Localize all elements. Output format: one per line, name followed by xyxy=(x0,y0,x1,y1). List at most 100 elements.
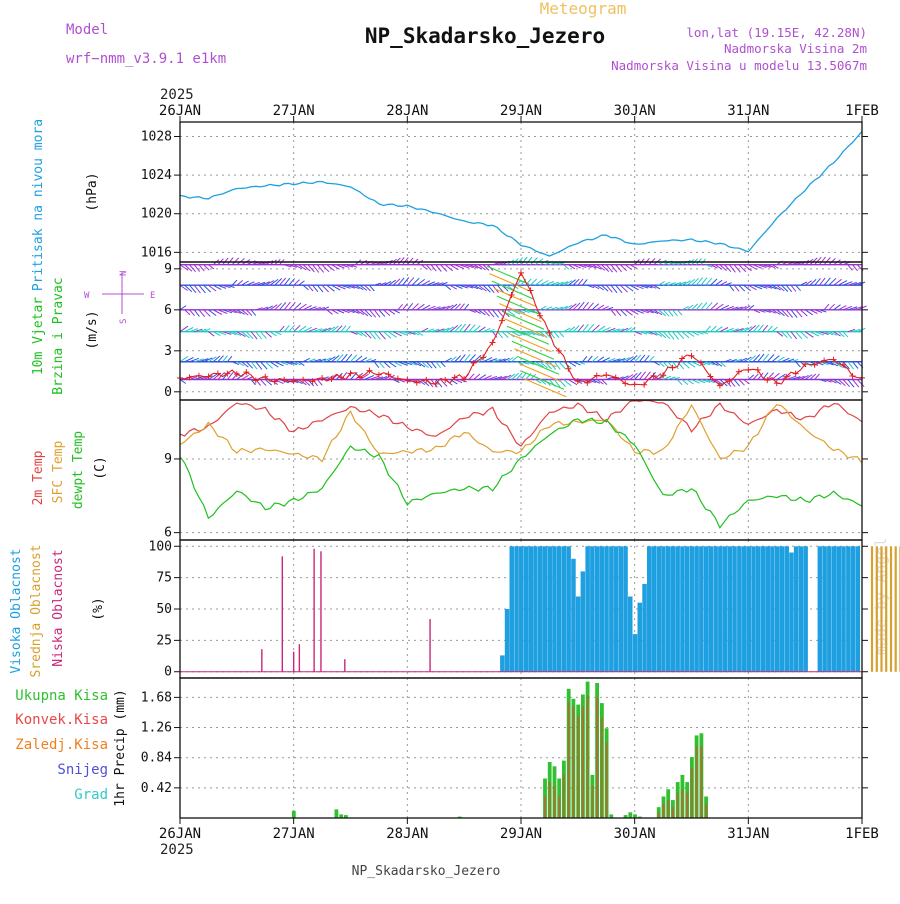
wind-vector xyxy=(411,331,420,336)
wind-vector xyxy=(250,379,256,386)
wind-vector xyxy=(312,284,319,293)
wind-vector xyxy=(804,374,813,380)
wind-vector xyxy=(231,279,238,286)
wind-vector xyxy=(336,309,345,314)
wind-vector xyxy=(776,356,785,363)
wind-speed-marker xyxy=(461,376,468,383)
precip-conv-bar xyxy=(577,716,580,818)
wind-vector xyxy=(416,361,426,368)
wind-vector xyxy=(312,328,323,333)
wind-vector xyxy=(610,358,621,363)
wind-vector xyxy=(634,371,642,380)
wind-vector xyxy=(179,305,187,311)
wind-vector xyxy=(203,357,213,363)
wind-vector xyxy=(473,354,482,363)
grid-layer xyxy=(180,122,862,818)
wind-vector xyxy=(383,281,392,286)
wind-vector xyxy=(302,305,312,311)
compass-north: N xyxy=(119,271,129,276)
wind-unit-label: (m/s) xyxy=(85,310,100,349)
wind-vector xyxy=(203,328,211,333)
wind-vector xyxy=(530,331,540,337)
wind-vector xyxy=(478,264,486,271)
x-tick-label-bottom: 28JAN xyxy=(386,826,428,842)
storm-wind-vector xyxy=(506,325,550,345)
wind-vector xyxy=(444,357,453,363)
wind-vector xyxy=(392,278,401,286)
compass-east: E xyxy=(150,291,155,301)
wind-vector xyxy=(842,281,853,286)
wind-vector xyxy=(724,379,732,387)
wind-vector xyxy=(634,284,644,290)
wind-vector xyxy=(227,309,237,314)
wind-vector xyxy=(710,264,718,269)
wind-vector xyxy=(653,309,663,316)
precip-conv-bar xyxy=(558,796,561,818)
wind-vector xyxy=(587,379,597,384)
wind-vector xyxy=(724,264,732,273)
y-tick-label: 9 xyxy=(164,452,172,467)
wind-vector xyxy=(373,331,381,340)
wind-vector xyxy=(208,331,215,337)
wind-vector xyxy=(795,361,801,368)
x-tick-label-top: 26JAN xyxy=(159,103,201,119)
wind-vector xyxy=(497,375,507,380)
wind-vector xyxy=(800,374,809,380)
storm-wind-vector xyxy=(516,355,560,375)
wind-vector xyxy=(402,303,408,311)
wind-vector xyxy=(392,361,402,367)
wind-vector xyxy=(814,278,821,286)
wind-vector xyxy=(298,280,305,286)
wind-vector xyxy=(710,361,719,366)
wind-vector xyxy=(241,280,249,286)
cloud-high-bar xyxy=(694,546,699,672)
wind-vector xyxy=(331,325,339,333)
x-tick-label-bottom: 26JAN xyxy=(159,826,201,842)
wind-vector xyxy=(397,331,407,336)
cloud-high-bar xyxy=(575,596,581,672)
cloud-high-bar xyxy=(637,602,642,672)
wind-vector xyxy=(212,331,221,336)
wind-vector xyxy=(554,281,564,286)
y-tick-label: 0 xyxy=(164,665,172,680)
panel-frame xyxy=(179,677,863,819)
wind-vector xyxy=(454,324,463,333)
precip-legend-hail: Grad xyxy=(74,787,108,803)
wind-vector xyxy=(795,284,801,292)
wind-vector xyxy=(217,284,227,289)
wind-vector xyxy=(705,379,716,384)
wind-vector xyxy=(388,361,397,368)
wind-vector xyxy=(672,282,682,286)
wind-speed-marker xyxy=(508,291,515,298)
wind-speed-marker xyxy=(716,382,723,389)
cloud-high-bar xyxy=(599,546,605,672)
wind-vector xyxy=(738,379,745,386)
wind-vector xyxy=(496,284,504,293)
wind-vector xyxy=(596,264,606,271)
wind-vector xyxy=(222,355,228,363)
cloud-high-bar xyxy=(718,546,723,672)
cloud-high-bar xyxy=(846,546,851,672)
wind-vector xyxy=(482,309,490,317)
precip-conv-bar xyxy=(690,767,693,818)
wind-vector xyxy=(809,309,818,314)
cloud-high-bar xyxy=(822,546,827,672)
wind-vector xyxy=(425,361,433,369)
x-tick-label-bottom: 1FEB xyxy=(845,826,879,842)
wind-vector xyxy=(501,374,512,380)
wind-vector xyxy=(757,353,765,363)
cloud-high-bar xyxy=(528,546,533,672)
wind-vector xyxy=(236,309,245,315)
wind-vector xyxy=(463,303,470,311)
wind-vector xyxy=(284,264,292,268)
wind-vector xyxy=(677,281,687,286)
wind-vector xyxy=(236,331,246,338)
wind-vector xyxy=(534,361,544,368)
wind-vector xyxy=(260,281,270,286)
wind-vector xyxy=(591,355,599,363)
cloud-high-bar xyxy=(632,634,638,672)
wind-speed-marker xyxy=(631,381,638,388)
cloud-label-mid: Srednja Oblacnost xyxy=(29,544,44,677)
wind-vector xyxy=(624,374,634,380)
wind-vector xyxy=(577,361,586,365)
